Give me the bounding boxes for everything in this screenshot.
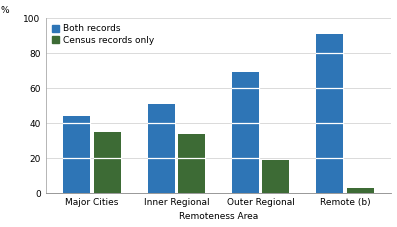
Bar: [232, 72, 259, 193]
Bar: [347, 188, 374, 193]
Bar: [94, 132, 121, 193]
Bar: [63, 116, 90, 193]
Bar: [262, 160, 289, 193]
Bar: [178, 133, 205, 193]
X-axis label: Remoteness Area: Remoteness Area: [179, 212, 258, 222]
Legend: Both records, Census records only: Both records, Census records only: [50, 22, 156, 47]
Bar: [148, 104, 175, 193]
Bar: [316, 34, 343, 193]
Text: %: %: [0, 5, 9, 15]
